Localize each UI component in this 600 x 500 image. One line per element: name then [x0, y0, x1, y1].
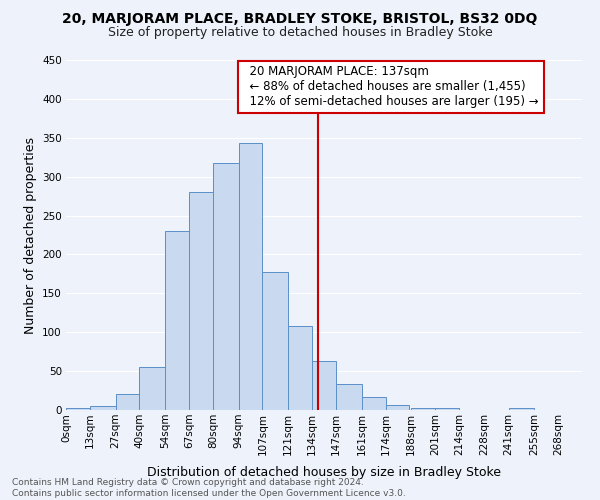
Bar — [66, 408, 90, 410]
Bar — [90, 406, 116, 410]
Text: Size of property relative to detached houses in Bradley Stoke: Size of property relative to detached ho… — [107, 26, 493, 39]
Bar — [213, 162, 239, 410]
Bar — [239, 143, 262, 410]
Bar — [312, 361, 336, 410]
Y-axis label: Number of detached properties: Number of detached properties — [23, 136, 37, 334]
Text: 20 MARJORAM PLACE: 137sqm
  ← 88% of detached houses are smaller (1,455)
  12% o: 20 MARJORAM PLACE: 137sqm ← 88% of detac… — [242, 66, 539, 108]
Bar — [509, 408, 534, 410]
Bar — [139, 367, 165, 410]
Text: Contains HM Land Registry data © Crown copyright and database right 2024.
Contai: Contains HM Land Registry data © Crown c… — [12, 478, 406, 498]
Bar — [336, 384, 362, 410]
Bar — [411, 408, 437, 410]
Bar — [386, 404, 409, 410]
X-axis label: Distribution of detached houses by size in Bradley Stoke: Distribution of detached houses by size … — [147, 466, 501, 479]
Text: 20, MARJORAM PLACE, BRADLEY STOKE, BRISTOL, BS32 0DQ: 20, MARJORAM PLACE, BRADLEY STOKE, BRIST… — [62, 12, 538, 26]
Bar — [116, 394, 139, 410]
Bar — [288, 326, 312, 410]
Bar — [189, 192, 213, 410]
Bar — [362, 397, 386, 410]
Bar — [165, 231, 189, 410]
Bar — [262, 272, 288, 410]
Bar — [435, 408, 459, 410]
